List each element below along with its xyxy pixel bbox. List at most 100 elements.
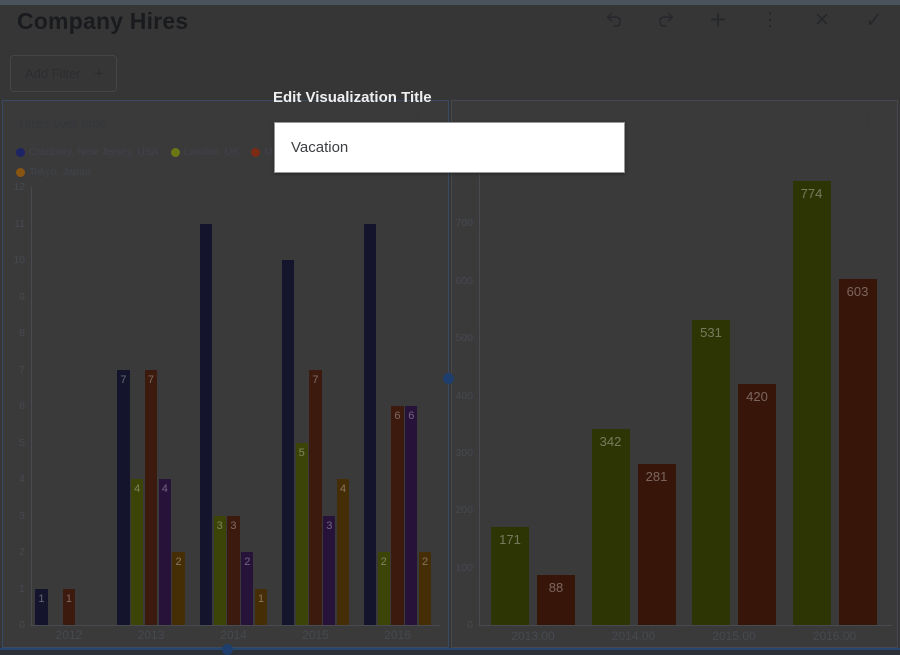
bar[interactable] — [418, 552, 432, 625]
bar-value-label: 4 — [340, 483, 347, 495]
x-tick-label: 2015.00 — [712, 629, 756, 643]
bar[interactable] — [309, 369, 322, 625]
undo-icon[interactable] — [602, 6, 626, 34]
bar[interactable] — [537, 574, 575, 625]
bar[interactable] — [491, 526, 529, 625]
y-tick-label: 300 — [455, 446, 473, 459]
legend-item[interactable]: London, UK — [170, 146, 240, 158]
legend-dot-icon — [170, 147, 180, 157]
bar[interactable] — [213, 515, 226, 625]
x-tick-label: 2014.00 — [611, 629, 656, 643]
chart-title: Hires over time — [19, 116, 107, 131]
bar-value-label: 420 — [746, 389, 768, 405]
toolbar: + ⋮ ✕ ✓ — [602, 4, 886, 35]
resize-handle-bottom[interactable] — [222, 644, 233, 655]
bar[interactable] — [637, 463, 676, 625]
bar-value-label: 2 — [175, 556, 182, 568]
bar[interactable] — [254, 588, 268, 625]
x-tick-label: 2014 — [220, 628, 247, 642]
visualization-card-right[interactable]: ⋮ 0 100 200 300 400 500 600 700 2013.00 171 88 2014… — [451, 100, 898, 648]
add-filter-button[interactable]: Add Filter + — [10, 55, 117, 92]
y-tick-label: 600 — [455, 274, 473, 287]
y-tick-label: 2 — [19, 546, 25, 558]
resize-handle-right[interactable] — [443, 373, 454, 384]
bar-value-label: 3 — [326, 519, 333, 532]
bar[interactable] — [738, 384, 776, 625]
bar[interactable] — [144, 369, 158, 625]
bar[interactable] — [199, 223, 213, 625]
y-tick-label: 0 — [19, 619, 25, 631]
y-tick-label: 9 — [19, 290, 25, 303]
legend-dot-icon — [16, 167, 25, 177]
y-tick-label: 400 — [455, 389, 473, 402]
bar-value-label: 3 — [216, 519, 223, 532]
bar[interactable] — [131, 479, 144, 625]
y-tick-label: 7 — [19, 363, 25, 376]
x-axis-line — [31, 625, 440, 626]
page-title: Company Hires — [17, 8, 189, 34]
bar[interactable] — [336, 479, 350, 625]
bar[interactable] — [692, 320, 730, 625]
bar-value-label: 774 — [800, 186, 823, 202]
bar-value-label: 4 — [134, 483, 141, 495]
bar[interactable] — [117, 369, 130, 625]
close-icon[interactable]: ✕ — [814, 9, 830, 31]
y-tick-label: 0 — [467, 619, 473, 631]
legend-dot-icon — [16, 147, 25, 157]
bar-value-label: 88 — [548, 579, 564, 595]
bar-value-label: 531 — [700, 325, 722, 341]
x-tick-label: 2015 — [302, 628, 329, 642]
bar[interactable] — [363, 223, 377, 625]
visualization-title-input[interactable] — [274, 122, 625, 173]
y-tick-label: 4 — [19, 473, 25, 485]
y-tick-label: 12 — [13, 181, 25, 193]
bar[interactable] — [281, 260, 295, 625]
bar[interactable] — [323, 515, 336, 625]
legend-item[interactable]: Tokyo, Japan — [16, 166, 91, 178]
bar[interactable] — [172, 552, 185, 625]
bar[interactable] — [591, 428, 630, 625]
bar[interactable] — [62, 588, 76, 625]
redo-icon[interactable] — [654, 6, 678, 34]
legend-label: London, UK — [183, 146, 240, 158]
y-tick-label: 700 — [455, 217, 473, 230]
pair-bar-chart: 0 100 200 300 400 500 600 700 2013.00 171 88 2014.0… — [452, 101, 897, 647]
y-axis-line — [479, 174, 480, 625]
card-menu-icon[interactable]: ⋮ — [860, 115, 875, 132]
bar-value-label: 1 — [38, 592, 45, 605]
bar[interactable] — [792, 181, 831, 625]
canvas-selection-edge — [0, 648, 900, 650]
bar[interactable] — [405, 406, 418, 625]
add-filter-label: Add Filter — [25, 66, 81, 81]
bar[interactable] — [158, 479, 171, 625]
x-tick-label: 2013 — [137, 628, 165, 642]
y-tick-label: 200 — [455, 504, 473, 517]
add-filter-plus-icon: + — [94, 63, 104, 83]
bar[interactable] — [838, 279, 877, 625]
bar[interactable] — [227, 515, 240, 625]
bar-value-label: 342 — [599, 433, 622, 449]
bar[interactable] — [295, 442, 308, 625]
y-tick-label: 3 — [19, 509, 25, 522]
bar[interactable] — [377, 552, 390, 625]
confirm-icon[interactable]: ✓ — [865, 8, 883, 32]
bar-value-label: 7 — [120, 373, 127, 386]
visualization-card-hires-over-time[interactable]: Hires over time ⋮ Cranbury, New Jersey, … — [2, 100, 449, 648]
chart-legend-row-2: Tokyo, Japan — [16, 166, 91, 178]
bar[interactable] — [35, 588, 48, 625]
bar-value-label: 171 — [499, 531, 521, 547]
overflow-menu-icon[interactable]: ⋮ — [760, 9, 780, 31]
bar[interactable] — [241, 552, 254, 625]
y-tick-label: 1 — [19, 582, 25, 595]
bar-value-label: 2 — [422, 556, 429, 568]
bar-value-label: 3 — [230, 519, 237, 532]
add-icon[interactable]: + — [709, 4, 727, 35]
x-tick-label: 2013.00 — [511, 629, 555, 643]
x-tick-label: 2016 — [384, 628, 411, 642]
legend-label: Tokyo, Japan — [29, 166, 91, 178]
bar-value-label: 603 — [846, 284, 869, 300]
bar[interactable] — [391, 406, 404, 625]
status-bar — [0, 0, 900, 5]
legend-item[interactable]: Cranbury, New Jersey, USA — [16, 146, 159, 158]
x-tick-label: 2016.00 — [812, 629, 857, 643]
